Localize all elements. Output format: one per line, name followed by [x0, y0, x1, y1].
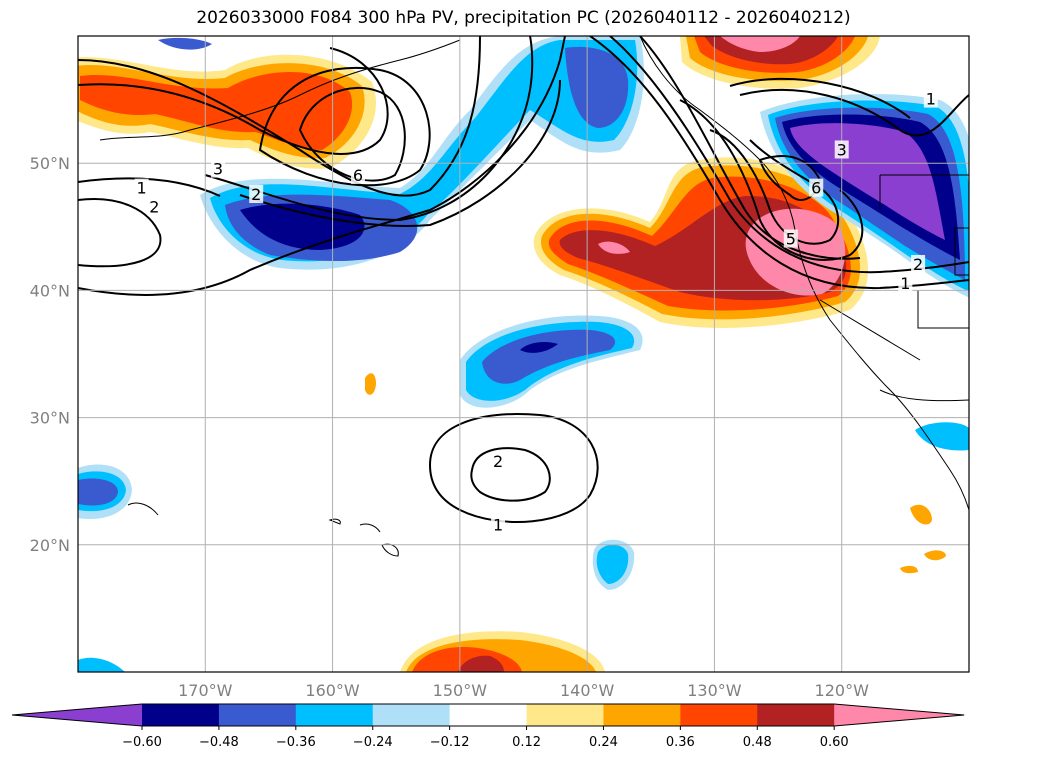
colorbar: −0.60 −0.48 −0.36 −0.24 −0.12 0.12 0.24 0.36 0.4… [11, 703, 965, 750]
pv-contour-label-bg-4 [351, 165, 366, 184]
coastline-hawaii-a [359, 523, 381, 533]
border-state-d [819, 299, 921, 361]
coastline-small-a [127, 502, 159, 516]
colorbar-tick-label-2: −0.36 [276, 735, 316, 750]
pv-contour-label-bg-7 [834, 140, 849, 159]
colorbar-tick-label-6: 0.24 [589, 735, 618, 750]
lon-tick-label-2: 150°W [433, 681, 488, 700]
pv-contour-label-bg-9 [783, 229, 798, 248]
pv-contour-label-10: 2 [913, 255, 923, 274]
lat-tick-label-1: 30°N [30, 409, 70, 428]
map-layers [78, 36, 969, 672]
pv-contour-label-11: 1 [900, 274, 910, 293]
pv-contour-label-bg-8 [809, 178, 824, 197]
pv-contour-label-8: 6 [811, 179, 821, 198]
pv-contour-east-6 [758, 155, 822, 201]
pv-contour-south-2 [470, 447, 551, 502]
pv-contour-label-1: 2 [149, 198, 159, 217]
pv-contour-label-bg-10 [911, 254, 926, 273]
pv-contour-west-a [78, 47, 389, 155]
lat-tick-label-0: 20°N [30, 536, 70, 555]
colorbar-tick-label-9: 0.60 [820, 735, 849, 750]
pv-contour-west-d [239, 79, 561, 227]
colorbar-tick-label-1: −0.48 [199, 735, 239, 750]
pv-contour-label-9: 5 [786, 230, 796, 249]
pv-contour-west-6 [298, 87, 406, 182]
lon-tick-label-1: 160°W [305, 681, 360, 700]
colorbar-segment-7 [603, 704, 681, 726]
pv-contour-label-4: 6 [353, 166, 363, 185]
colorbar-segment-8 [680, 704, 758, 726]
lon-tick-label-5: 120°W [815, 681, 870, 700]
lon-tick-label-4: 130°W [687, 681, 742, 700]
precip-cold-northeast [760, 94, 969, 298]
colorbar-tick-label-4: −0.12 [430, 735, 470, 750]
colorbar-extend-max [834, 704, 965, 726]
pv-contour-label-0: 1 [137, 179, 147, 198]
pv-contour-label-bg-0 [134, 178, 149, 197]
pv-contour-label-5: 2 [493, 452, 503, 471]
lat-tick-label-2: 40°N [30, 281, 70, 300]
colorbar-tick-label-5: 0.12 [512, 735, 541, 750]
colorbar-segment-6 [526, 704, 604, 726]
coastlines [99, 36, 969, 557]
lon-tick-label-3: 140°W [560, 681, 615, 700]
chart-title: 2026033000 F084 300 hPa PV, precipitatio… [196, 8, 851, 28]
pv-contour-label-bg-3 [211, 159, 226, 178]
pv-contour-label-bg-1 [147, 197, 162, 216]
colorbar-tick-label-0: −0.60 [122, 735, 162, 750]
pv-contour-west-outer [78, 36, 481, 197]
colorbar-segment-5 [449, 704, 528, 726]
pv-contour-west-c [204, 36, 534, 222]
pv-contour-label-6: 1 [493, 516, 503, 535]
pv-contour-west-5 [258, 66, 431, 187]
pv-contour-east-4 [679, 99, 864, 261]
pv-contour-label-bg-6 [491, 515, 506, 534]
gridlines [78, 36, 969, 672]
pv-contour-east-3 [639, 36, 861, 260]
pv-contour-label-bg-11 [898, 274, 913, 293]
precip-small-patches [78, 37, 969, 672]
pv-contour-east-7 [739, 88, 969, 137]
lat-tick-label-3: 50°N [30, 154, 70, 173]
pv-contour-label-bg-2 [249, 185, 264, 203]
colorbar-tick-label-7: 0.36 [666, 735, 695, 750]
colorbar-segment-1 [142, 704, 220, 726]
pv-contour-label-bg-5 [491, 452, 506, 471]
colorbar-tick-label-8: 0.48 [743, 735, 772, 750]
precip-warm-south [400, 631, 605, 672]
precip-warm-north [680, 36, 880, 89]
colorbar-segment-2 [218, 704, 297, 726]
colorbar-extend-min [12, 704, 142, 726]
pv-contour-label-bg-12 [923, 89, 938, 108]
pv-contour-label-2: 2 [251, 185, 261, 204]
map-frame [77, 35, 970, 673]
pv-contour-east-5 [709, 129, 840, 245]
precip-cold-central [460, 315, 643, 408]
pv-contour-west-2 [78, 198, 162, 268]
coastline-hawaii-c [328, 518, 341, 525]
colorbar-segment-9 [757, 704, 835, 726]
colorbar-segment-4 [372, 704, 451, 726]
lon-tick-label-0: 170°W [178, 681, 233, 700]
precip-cold-northwest [200, 36, 644, 270]
colorbar-tick-label-3: −0.24 [353, 735, 393, 750]
pv-contour-east-8 [729, 77, 911, 119]
border-state-a [917, 290, 969, 329]
border-state-b [954, 227, 969, 276]
longitude-tick-labels: 170°W 160°W 150°W 140°W 130°W 120°W [178, 681, 869, 700]
pv-contour-label-12: 1 [926, 90, 936, 109]
precip-warm-westcoast [533, 157, 869, 329]
coastline-north-america [639, 36, 969, 511]
coastline-aleutians [99, 39, 461, 141]
pv-contour-label-3: 3 [213, 160, 223, 179]
colorbar-segment-3 [295, 704, 374, 726]
pv-contour-west-b [78, 36, 566, 296]
pv-contour-east-1 [589, 36, 969, 290]
pv-contour-label-7: 3 [837, 140, 847, 159]
coastline-baja [879, 389, 969, 402]
latitude-tick-labels: 20°N 30°N 40°N 50°N [30, 154, 70, 555]
